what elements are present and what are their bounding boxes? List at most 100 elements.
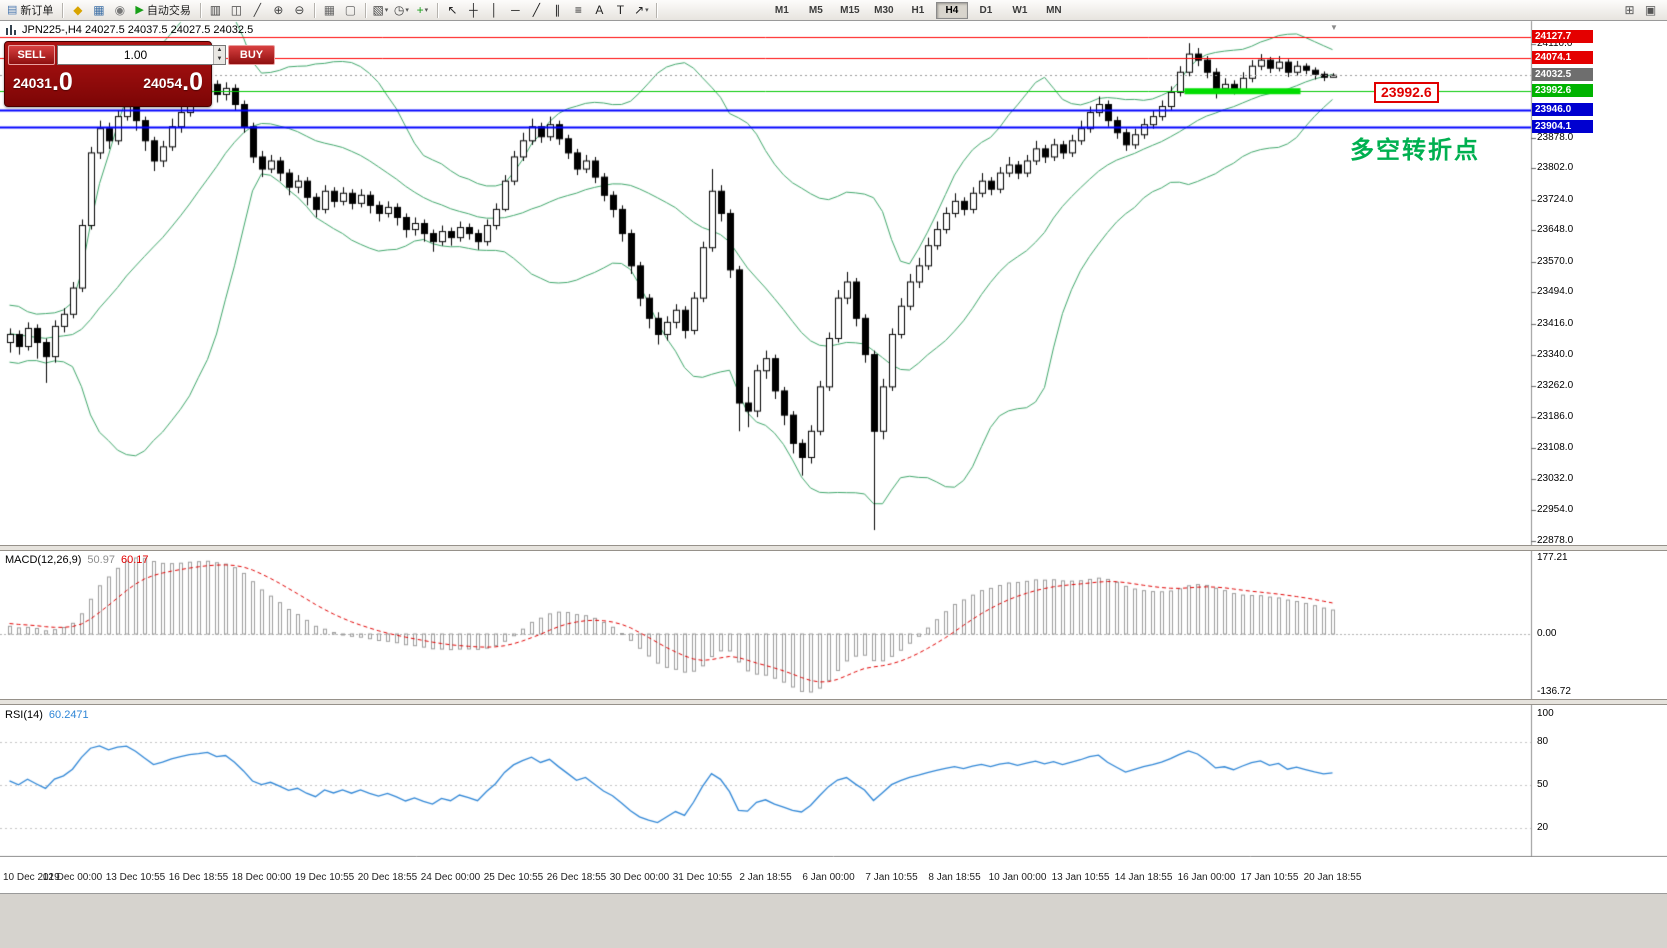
timeframe-button-m30[interactable]: M30 [874, 4, 894, 16]
line-chart-mode-icon[interactable]: ╱ [247, 2, 268, 19]
chart-symbol-info: JPN225-,H4 24027.5 24037.5 24027.5 24032… [5, 24, 253, 36]
price-scale[interactable] [1531, 21, 1667, 857]
toolbar-separator [364, 2, 366, 18]
bid-price-large: .0 [51, 68, 73, 96]
bar-chart-mode-icon[interactable]: ▥ [205, 2, 226, 19]
vertical-line-tool-icon[interactable]: │ [484, 2, 505, 19]
zoom-in-icon-glyph: ⊕ [273, 3, 284, 17]
label-tool-icon[interactable]: T [610, 2, 631, 19]
charts-grid-icon-glyph: ▦ [93, 3, 105, 17]
ask-price-large: .0 [182, 68, 203, 96]
chart-annotation[interactable]: 多空转折点 [1350, 137, 1480, 164]
price-tag: 24074.1 [1532, 51, 1593, 65]
line-chart-mode-icon-glyph: ╱ [253, 3, 261, 17]
timeframe-button-d1[interactable]: D1 [979, 4, 993, 16]
toolbar-right-group: ⊞ ▣ [1619, 2, 1661, 19]
timeframe-button-m15[interactable]: M15 [840, 4, 860, 16]
price-scale-label: 22878.0 [1537, 534, 1574, 546]
price-scale-label: 24110.0 [1537, 38, 1573, 49]
text-tool-icon[interactable]: A [589, 2, 610, 19]
price-tag: 24032.5 [1532, 68, 1593, 82]
time-axis-label: 7 Jan 10:55 [865, 872, 918, 883]
panel-divider-rsi[interactable] [0, 699, 1667, 705]
volume-down-button[interactable]: ▼ [214, 55, 225, 64]
horizontal-line-tool-icon[interactable]: ─ [505, 2, 526, 19]
one-click-controls: SELL ▲ ▼ BUY [8, 45, 275, 65]
macd-indicator-label: MACD(12,26,9) 50.97 60.17 [5, 554, 148, 566]
arrows-tool-dropdown[interactable]: ↗ ▾ [631, 2, 652, 19]
candlestick-mode-icon[interactable]: ◫ [226, 2, 247, 19]
cascade-windows-icon-glyph: ▢ [344, 3, 357, 17]
price-callout[interactable]: 23992.6 [1374, 82, 1439, 103]
price-scale-label: 23262.0 [1537, 380, 1574, 392]
timeframe-group: M1 M5 M15 M30 H1 H4 D1 W1 MN [765, 1, 1071, 19]
time-axis-label: 16 Dec 18:55 [168, 872, 229, 883]
help-icon[interactable]: ▣ [1640, 2, 1661, 19]
price-scale-label: 23494.0 [1537, 286, 1574, 298]
zoom-in-icon[interactable]: ⊕ [268, 2, 289, 19]
time-axis-label: 13 Dec 10:55 [105, 872, 166, 883]
dropdown-caret-icon: ▾ [424, 7, 429, 14]
macd-scale-label: 0.00 [1537, 628, 1557, 639]
buy-button[interactable]: BUY [228, 45, 275, 65]
indicators-dropdown[interactable]: + ▾ [412, 2, 433, 19]
timeframe-button-m1[interactable]: M1 [774, 4, 789, 16]
new-order-button[interactable]: ▤ 新订单 [2, 1, 58, 20]
panel-divider-macd[interactable] [0, 545, 1667, 551]
time-axis-label: 26 Dec 18:55 [546, 872, 607, 883]
timeframe-button-h1[interactable]: H1 [911, 4, 925, 16]
new-chart-dropdown-glyph: ▧ [372, 3, 384, 17]
tile-windows-icon[interactable]: ▦ [319, 2, 340, 19]
tile-windows-icon-glyph: ▦ [323, 3, 336, 17]
volume-spinner: ▲ ▼ [213, 46, 225, 64]
toolbar: ▤ 新订单 ◆ ▦ ◉ ▶ 自动交易 ▥ ◫ ╱ ⊕ ⊖ ▦ ▢ ▧ ▾ ◷ ▾ + ▾ ↖ ┼ │ ─ ╱ ∥ ≡ A T ↗ ▾ M1 M5… [0, 0, 1667, 21]
arrows-tool-dropdown-glyph: ↗ [634, 3, 645, 17]
help-icon-glyph: ▣ [1644, 3, 1657, 17]
profiles-dropdown[interactable]: ◷ ▾ [391, 2, 412, 19]
price-scale-label: 23648.0 [1537, 224, 1574, 236]
time-axis-label: 18 Dec 00:00 [231, 872, 292, 883]
zoom-out-icon[interactable]: ⊖ [289, 2, 310, 19]
rsi-scale-label: 80 [1537, 736, 1549, 748]
toolbar-separator [436, 2, 438, 18]
timeframe-button-mn[interactable]: MN [1046, 4, 1062, 16]
timeframe-button-w1[interactable]: W1 [1012, 4, 1028, 16]
metaeditor-icon[interactable]: ◆ [67, 2, 88, 19]
crosshair-tool-icon[interactable]: ┼ [463, 2, 484, 19]
timeframe-button-m5[interactable]: M5 [808, 4, 823, 16]
toolbar-separator [655, 2, 657, 18]
sell-button[interactable]: SELL [8, 45, 55, 65]
bid-price: 24031 .0 [13, 69, 73, 96]
crosshair-tool-icon-glyph: ┼ [469, 3, 478, 17]
rsi-scale-label: 50 [1537, 779, 1549, 790]
rsi-indicator-label: RSI(14) 60.2471 [5, 709, 89, 721]
price-scale-label: 23570.0 [1537, 255, 1574, 267]
volume-input[interactable] [58, 46, 213, 64]
new-order-button-label: 新订单 [20, 5, 54, 17]
volume-up-button[interactable]: ▲ [214, 46, 225, 55]
time-axis[interactable] [0, 857, 1667, 893]
cascade-windows-icon[interactable]: ▢ [340, 2, 361, 19]
market-watch-icon[interactable]: ◉ [109, 2, 130, 19]
time-axis-label: 19 Dec 10:55 [294, 872, 355, 883]
price-scale-label: 23724.0 [1537, 193, 1574, 205]
bar-chart-mode-icon-glyph: ▥ [209, 3, 222, 17]
docking-icon-glyph: ⊞ [1624, 3, 1635, 17]
metaeditor-icon-glyph: ◆ [73, 3, 83, 17]
dropdown-caret-icon: ▾ [384, 7, 389, 14]
timeframe-button-h4[interactable]: H4 [935, 1, 968, 19]
new-chart-dropdown[interactable]: ▧ ▾ [370, 2, 391, 19]
trendline-tool-icon[interactable]: ╱ [526, 2, 547, 19]
autotrading-button-glyph: ▶ [135, 3, 144, 16]
fibonacci-tool-icon[interactable]: ≡ [568, 2, 589, 19]
autotrading-button[interactable]: ▶ 自动交易 [130, 1, 195, 20]
channel-tool-icon[interactable]: ∥ [547, 2, 568, 19]
time-axis-label: 24 Dec 00:00 [420, 872, 481, 883]
cursor-tool-icon[interactable]: ↖ [442, 2, 463, 19]
time-axis-label: 20 Dec 18:55 [357, 872, 418, 883]
charts-grid-icon[interactable]: ▦ [88, 2, 109, 19]
chart-shift-marker: ▼ [1330, 23, 1338, 32]
docking-icon[interactable]: ⊞ [1619, 2, 1640, 19]
price-tag: 23992.6 [1532, 84, 1593, 98]
